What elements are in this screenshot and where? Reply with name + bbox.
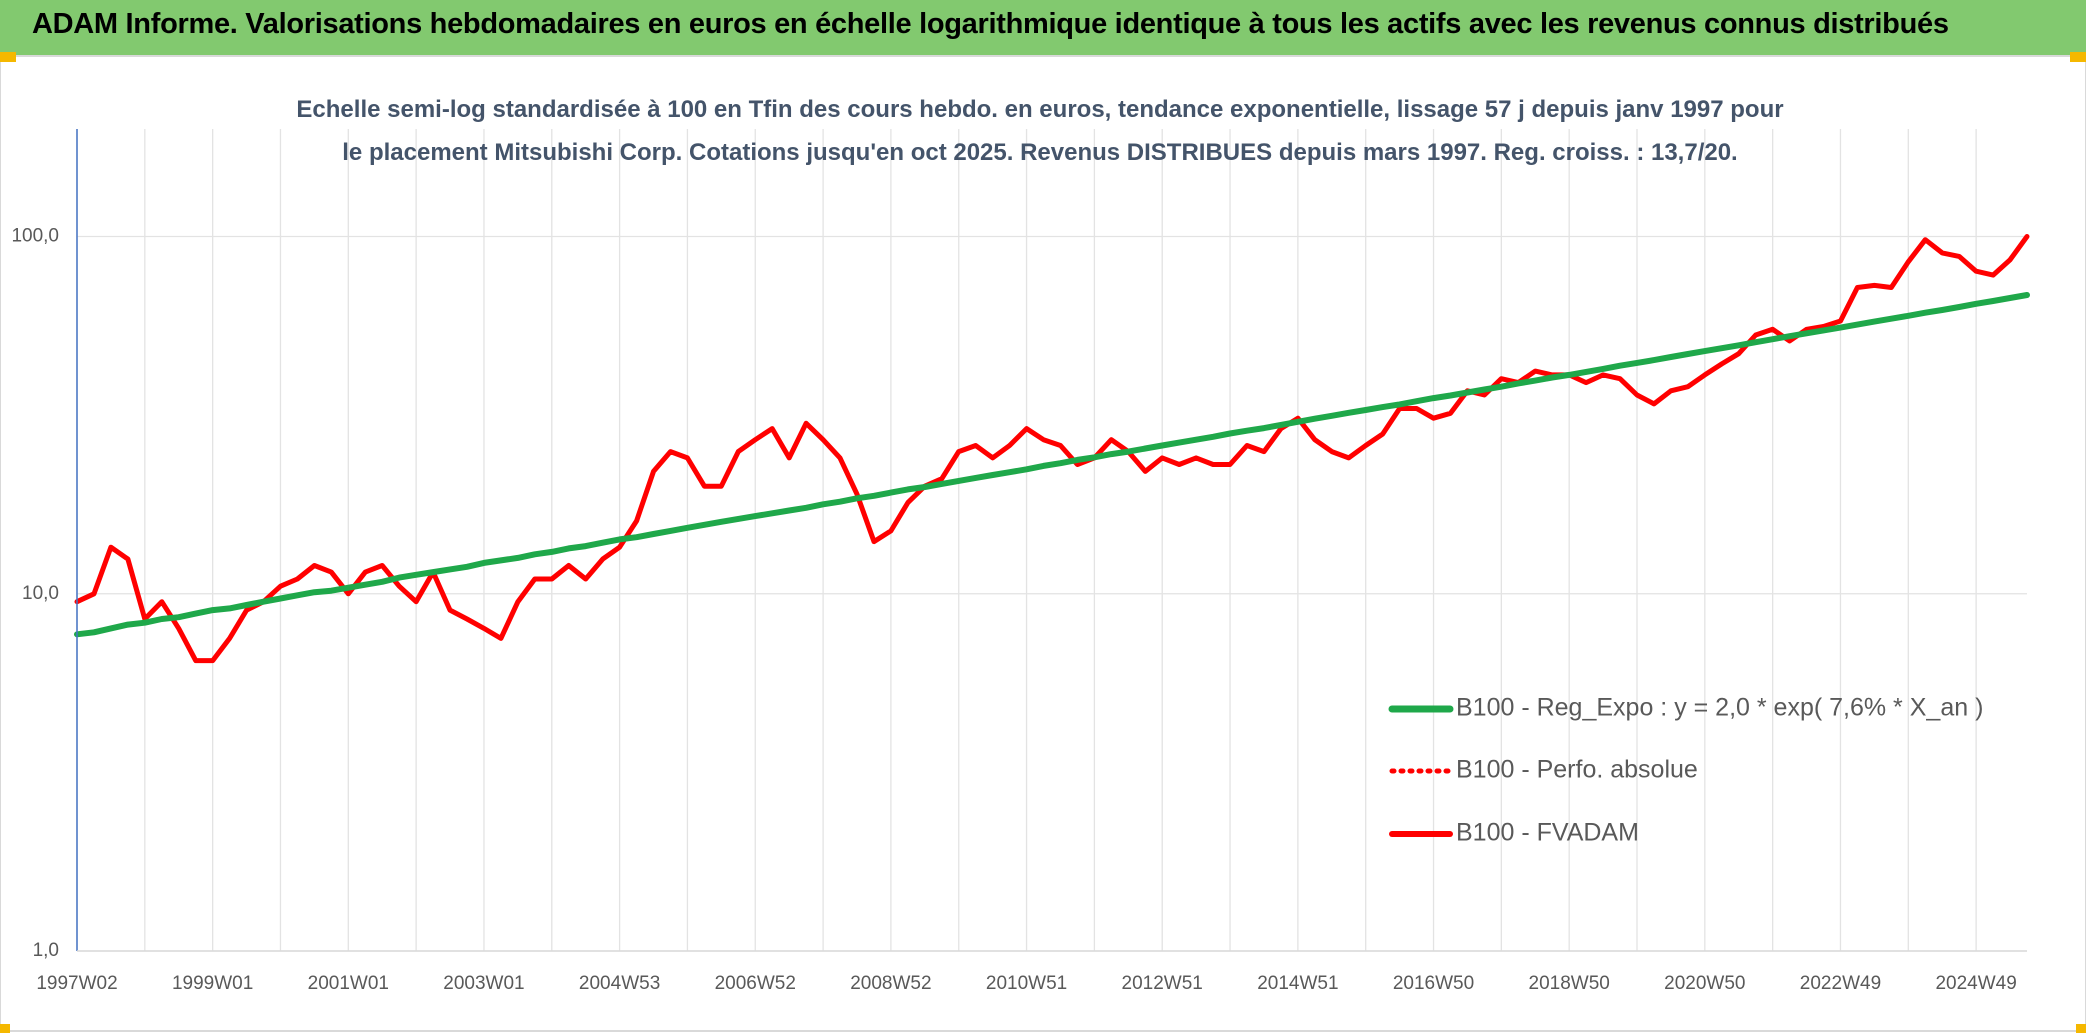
corner bbox=[0, 52, 16, 62]
x-tick-label: 2024W49 bbox=[1935, 973, 2016, 994]
x-tick-label: 2004W53 bbox=[579, 973, 660, 994]
x-tick-label: 2020W50 bbox=[1664, 973, 1745, 994]
title-banner bbox=[0, 0, 2086, 56]
grid bbox=[76, 129, 2027, 952]
x-tick-label: 2008W52 bbox=[850, 973, 931, 994]
x-tick-label: 1999W01 bbox=[172, 973, 253, 994]
plot bbox=[74, 234, 2030, 664]
legend-label: B100 - Reg_Expo : y = 2,0 * exp( 7,6% * … bbox=[1456, 694, 1983, 722]
corner bbox=[2076, 1024, 2086, 1033]
legend-label: B100 - FVADAM bbox=[1456, 819, 1639, 847]
chart-subtitle: Echelle semi-log standardisée à 100 en T… bbox=[296, 96, 1784, 166]
x-tick-label: 2014W51 bbox=[1257, 973, 1338, 994]
x-tick-label: 2018W50 bbox=[1529, 973, 1610, 994]
series-line bbox=[74, 234, 2030, 664]
x-tick-label: 2016W50 bbox=[1393, 973, 1474, 994]
y-tick-label: 1,0 bbox=[33, 940, 59, 961]
x-tick-label: 2003W01 bbox=[443, 973, 524, 994]
x-tick-label: 2012W51 bbox=[1122, 973, 1203, 994]
x-tick-label: 2006W52 bbox=[715, 973, 796, 994]
frame bbox=[0, 55, 2086, 1032]
y-tick-label: 100,0 bbox=[11, 226, 59, 247]
corner bbox=[2070, 52, 2086, 62]
x-tick-label: 1997W02 bbox=[36, 973, 117, 994]
series-line bbox=[75, 234, 2029, 663]
corner bbox=[0, 1024, 10, 1033]
chart-title: ADAM Informe. Valorisations hebdomadaire… bbox=[32, 8, 1949, 40]
x-tick-label: 2022W49 bbox=[1800, 973, 1881, 994]
x-tick-label: 2001W01 bbox=[308, 973, 389, 994]
y-tick-label: 10,0 bbox=[22, 583, 59, 604]
series-line bbox=[74, 292, 2030, 638]
x-tick-label: 2010W51 bbox=[986, 973, 1067, 994]
legend-label: B100 - Perfo. absolue bbox=[1456, 756, 1698, 784]
